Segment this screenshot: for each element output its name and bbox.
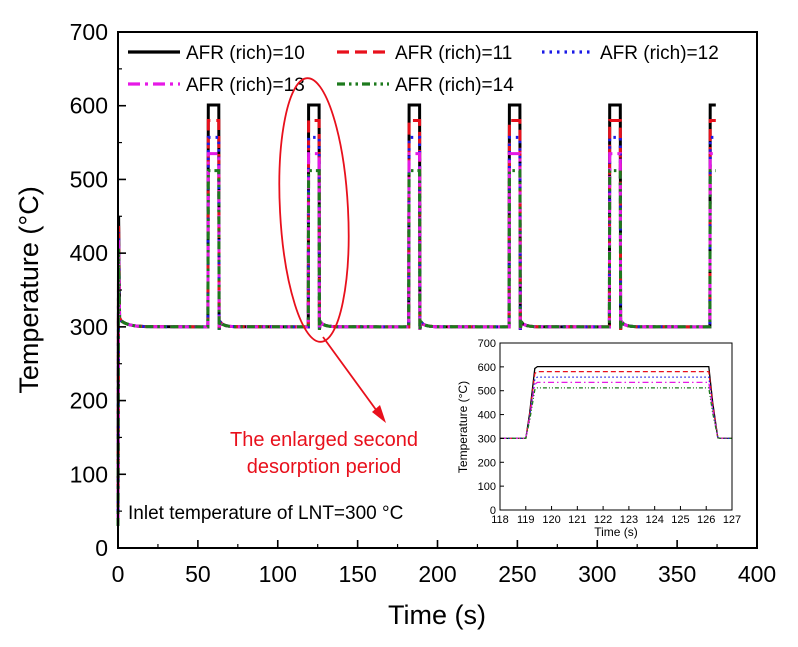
- inset-y-tick-label: 0: [490, 505, 496, 517]
- legend-label-4: AFR (rich)=13: [186, 75, 305, 96]
- legend-label-5: AFR (rich)=14: [395, 75, 514, 96]
- legend-label-2: AFR (rich)=11: [395, 43, 512, 64]
- x-tick-label: 350: [658, 561, 696, 587]
- callout-arrow-head: [372, 405, 386, 423]
- x-tick-label: 100: [259, 561, 297, 587]
- enlarged-label-line2: desorption period: [247, 456, 402, 478]
- series-line-5: [116, 169, 716, 526]
- inset-plot-frame: [499, 342, 733, 511]
- inset-y-tick-label: 400: [478, 410, 496, 422]
- y-tick-label: 200: [70, 388, 108, 414]
- legend-label-3: AFR (rich)=12: [600, 43, 719, 64]
- x-tick-label: 300: [578, 561, 616, 587]
- inset-x-tick-label: 126: [697, 514, 715, 526]
- inset-x-axis-title: Time (s): [594, 525, 638, 539]
- highlight-ellipse: [278, 77, 350, 343]
- inset-x-tick-label: 121: [568, 514, 586, 526]
- inset-y-tick-label: 200: [478, 457, 496, 469]
- inset-y-axis-title: Temperature (°C): [456, 381, 470, 473]
- inset-y-tick-label: 700: [478, 338, 496, 350]
- x-tick-label: 150: [338, 561, 376, 587]
- y-tick-label: 500: [70, 166, 108, 192]
- y-tick-label: 600: [70, 93, 108, 119]
- inlet-temperature-note: Inlet temperature of LNT=300 °C: [128, 503, 403, 524]
- enlarged-label-line1: The enlarged second: [230, 429, 418, 451]
- x-tick-label: 250: [498, 561, 536, 587]
- inset-series-line-2: [500, 370, 732, 440]
- y-tick-label: 700: [70, 19, 108, 45]
- inset-x-tick-label: 120: [542, 514, 560, 526]
- inset-x-tick-label: 124: [645, 514, 663, 526]
- inset-y-tick-label: 500: [478, 386, 496, 398]
- inset-series-line-3: [500, 376, 732, 440]
- x-tick-label: 50: [185, 561, 211, 587]
- inset-x-tick-label: 125: [671, 514, 689, 526]
- inset-y-tick-label: 600: [478, 362, 496, 374]
- y-tick-label: 400: [70, 240, 108, 266]
- x-tick-label: 400: [738, 561, 776, 587]
- x-axis-title: Time (s): [388, 600, 486, 630]
- legend-label-1: AFR (rich)=10: [186, 43, 305, 64]
- inset-x-tick-label: 123: [620, 514, 638, 526]
- inset-y-tick-label: 300: [478, 433, 496, 445]
- inset-series-line-5: [500, 387, 732, 440]
- callout-arrow-line: [322, 336, 383, 419]
- inset-x-tick-label: 127: [723, 514, 741, 526]
- inset-x-tick-label: 119: [517, 514, 535, 526]
- x-tick-label: 0: [112, 561, 125, 587]
- y-tick-label: 0: [95, 535, 108, 561]
- inset-y-tick-label: 100: [478, 481, 496, 493]
- inset-x-tick-label: 118: [491, 514, 509, 526]
- y-axis-title: Temperature (°C): [14, 186, 44, 393]
- x-tick-label: 200: [418, 561, 456, 587]
- y-tick-label: 100: [70, 461, 108, 487]
- main-plot-frame: [117, 31, 758, 549]
- y-tick-label: 300: [70, 314, 108, 340]
- inset-x-tick-label: 122: [594, 514, 612, 526]
